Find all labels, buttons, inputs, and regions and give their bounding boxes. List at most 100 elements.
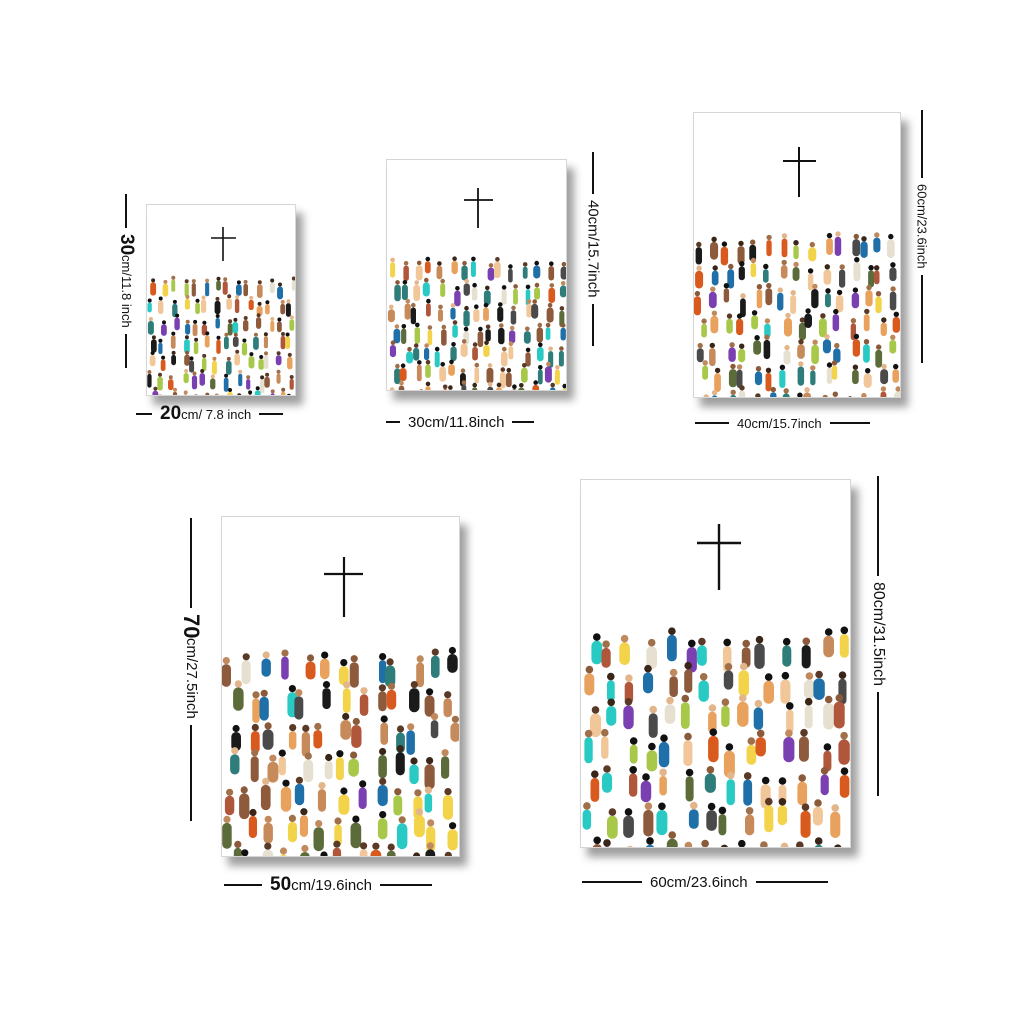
person-figure — [533, 260, 541, 279]
person-head — [549, 283, 555, 288]
person-body — [160, 359, 166, 372]
height-dimension-50x70: 70 cm/27.5inch — [176, 518, 206, 856]
person-figure — [406, 346, 413, 364]
person-body — [810, 370, 816, 386]
person-body — [394, 284, 401, 302]
person-figure — [214, 296, 221, 315]
person-figure — [425, 359, 431, 378]
person-body — [755, 737, 766, 757]
person-body — [409, 764, 419, 785]
person-figure — [263, 815, 273, 844]
person-body — [497, 306, 504, 322]
person-head — [334, 817, 342, 825]
person-body — [239, 793, 250, 820]
person-figure — [525, 347, 531, 367]
person-figure — [340, 712, 352, 740]
person-figure — [726, 313, 733, 334]
person-body — [494, 261, 501, 279]
person-body — [792, 267, 800, 281]
person-figure — [234, 349, 240, 366]
artwork-40x60 — [694, 147, 900, 397]
person-figure — [812, 799, 823, 826]
person-head — [684, 841, 693, 847]
person-head — [836, 289, 843, 296]
person-head — [485, 285, 490, 291]
person-head — [756, 284, 763, 290]
person-head — [781, 671, 790, 680]
person-figure — [721, 698, 730, 728]
person-body — [532, 384, 540, 390]
person-figure — [659, 768, 667, 796]
person-figure — [450, 303, 456, 320]
person-head — [233, 332, 238, 337]
person-figure — [509, 325, 516, 344]
person-head — [824, 334, 830, 340]
person-head — [800, 728, 808, 737]
person-head — [880, 386, 887, 392]
person-body — [860, 241, 868, 258]
person-head — [533, 380, 538, 385]
person-body — [414, 327, 420, 344]
person-figure — [440, 278, 446, 297]
person-head — [147, 370, 152, 374]
person-body — [832, 314, 840, 332]
person-body — [301, 731, 310, 757]
person-figure — [602, 765, 613, 793]
person-head — [826, 362, 833, 368]
person-body — [233, 687, 244, 711]
person-body — [746, 744, 757, 765]
canvas-print-60x80 — [580, 479, 851, 848]
person-head — [766, 234, 772, 241]
person-figure — [723, 663, 734, 690]
person-head — [864, 308, 870, 315]
person-body — [696, 348, 704, 363]
person-figure — [250, 723, 260, 754]
person-head — [302, 724, 310, 732]
person-head — [764, 334, 770, 340]
person-body — [413, 347, 420, 361]
person-body — [820, 774, 829, 796]
person-head — [509, 325, 515, 331]
person-figure — [205, 278, 210, 297]
person-figure — [521, 363, 528, 383]
person-head — [555, 365, 560, 370]
person-body — [267, 761, 279, 783]
person-head — [415, 808, 423, 816]
person-figure — [184, 294, 190, 310]
person-figure — [193, 337, 199, 355]
person-head — [400, 363, 406, 368]
person-body — [559, 310, 565, 327]
person-head — [824, 628, 833, 636]
person-body — [212, 360, 217, 375]
person-body — [853, 262, 861, 282]
person-head — [318, 782, 326, 790]
person-figure — [442, 384, 448, 390]
person-figure — [281, 387, 286, 395]
person-figure — [832, 308, 840, 332]
person-figure — [158, 338, 163, 355]
person-body — [189, 360, 195, 373]
artwork-60x80 — [582, 524, 850, 847]
person-figure — [171, 275, 176, 292]
person-figure — [708, 728, 719, 763]
person-figure — [234, 295, 240, 314]
person-head — [342, 712, 350, 721]
person-body — [646, 646, 657, 670]
person-figure — [474, 362, 480, 384]
person-figure — [450, 342, 457, 362]
person-figure — [463, 305, 470, 327]
person-head — [437, 261, 442, 266]
person-body — [204, 335, 210, 348]
person-head — [448, 385, 453, 390]
person-body — [780, 679, 791, 704]
person-head — [189, 356, 194, 361]
person-body — [226, 360, 232, 375]
person-body — [826, 238, 833, 255]
person-figure — [738, 261, 745, 281]
person-figure — [460, 339, 468, 358]
person-body — [440, 283, 446, 297]
person-head — [281, 387, 286, 392]
person-figure — [184, 350, 190, 366]
person-figure — [711, 265, 719, 286]
person-head — [629, 766, 637, 774]
